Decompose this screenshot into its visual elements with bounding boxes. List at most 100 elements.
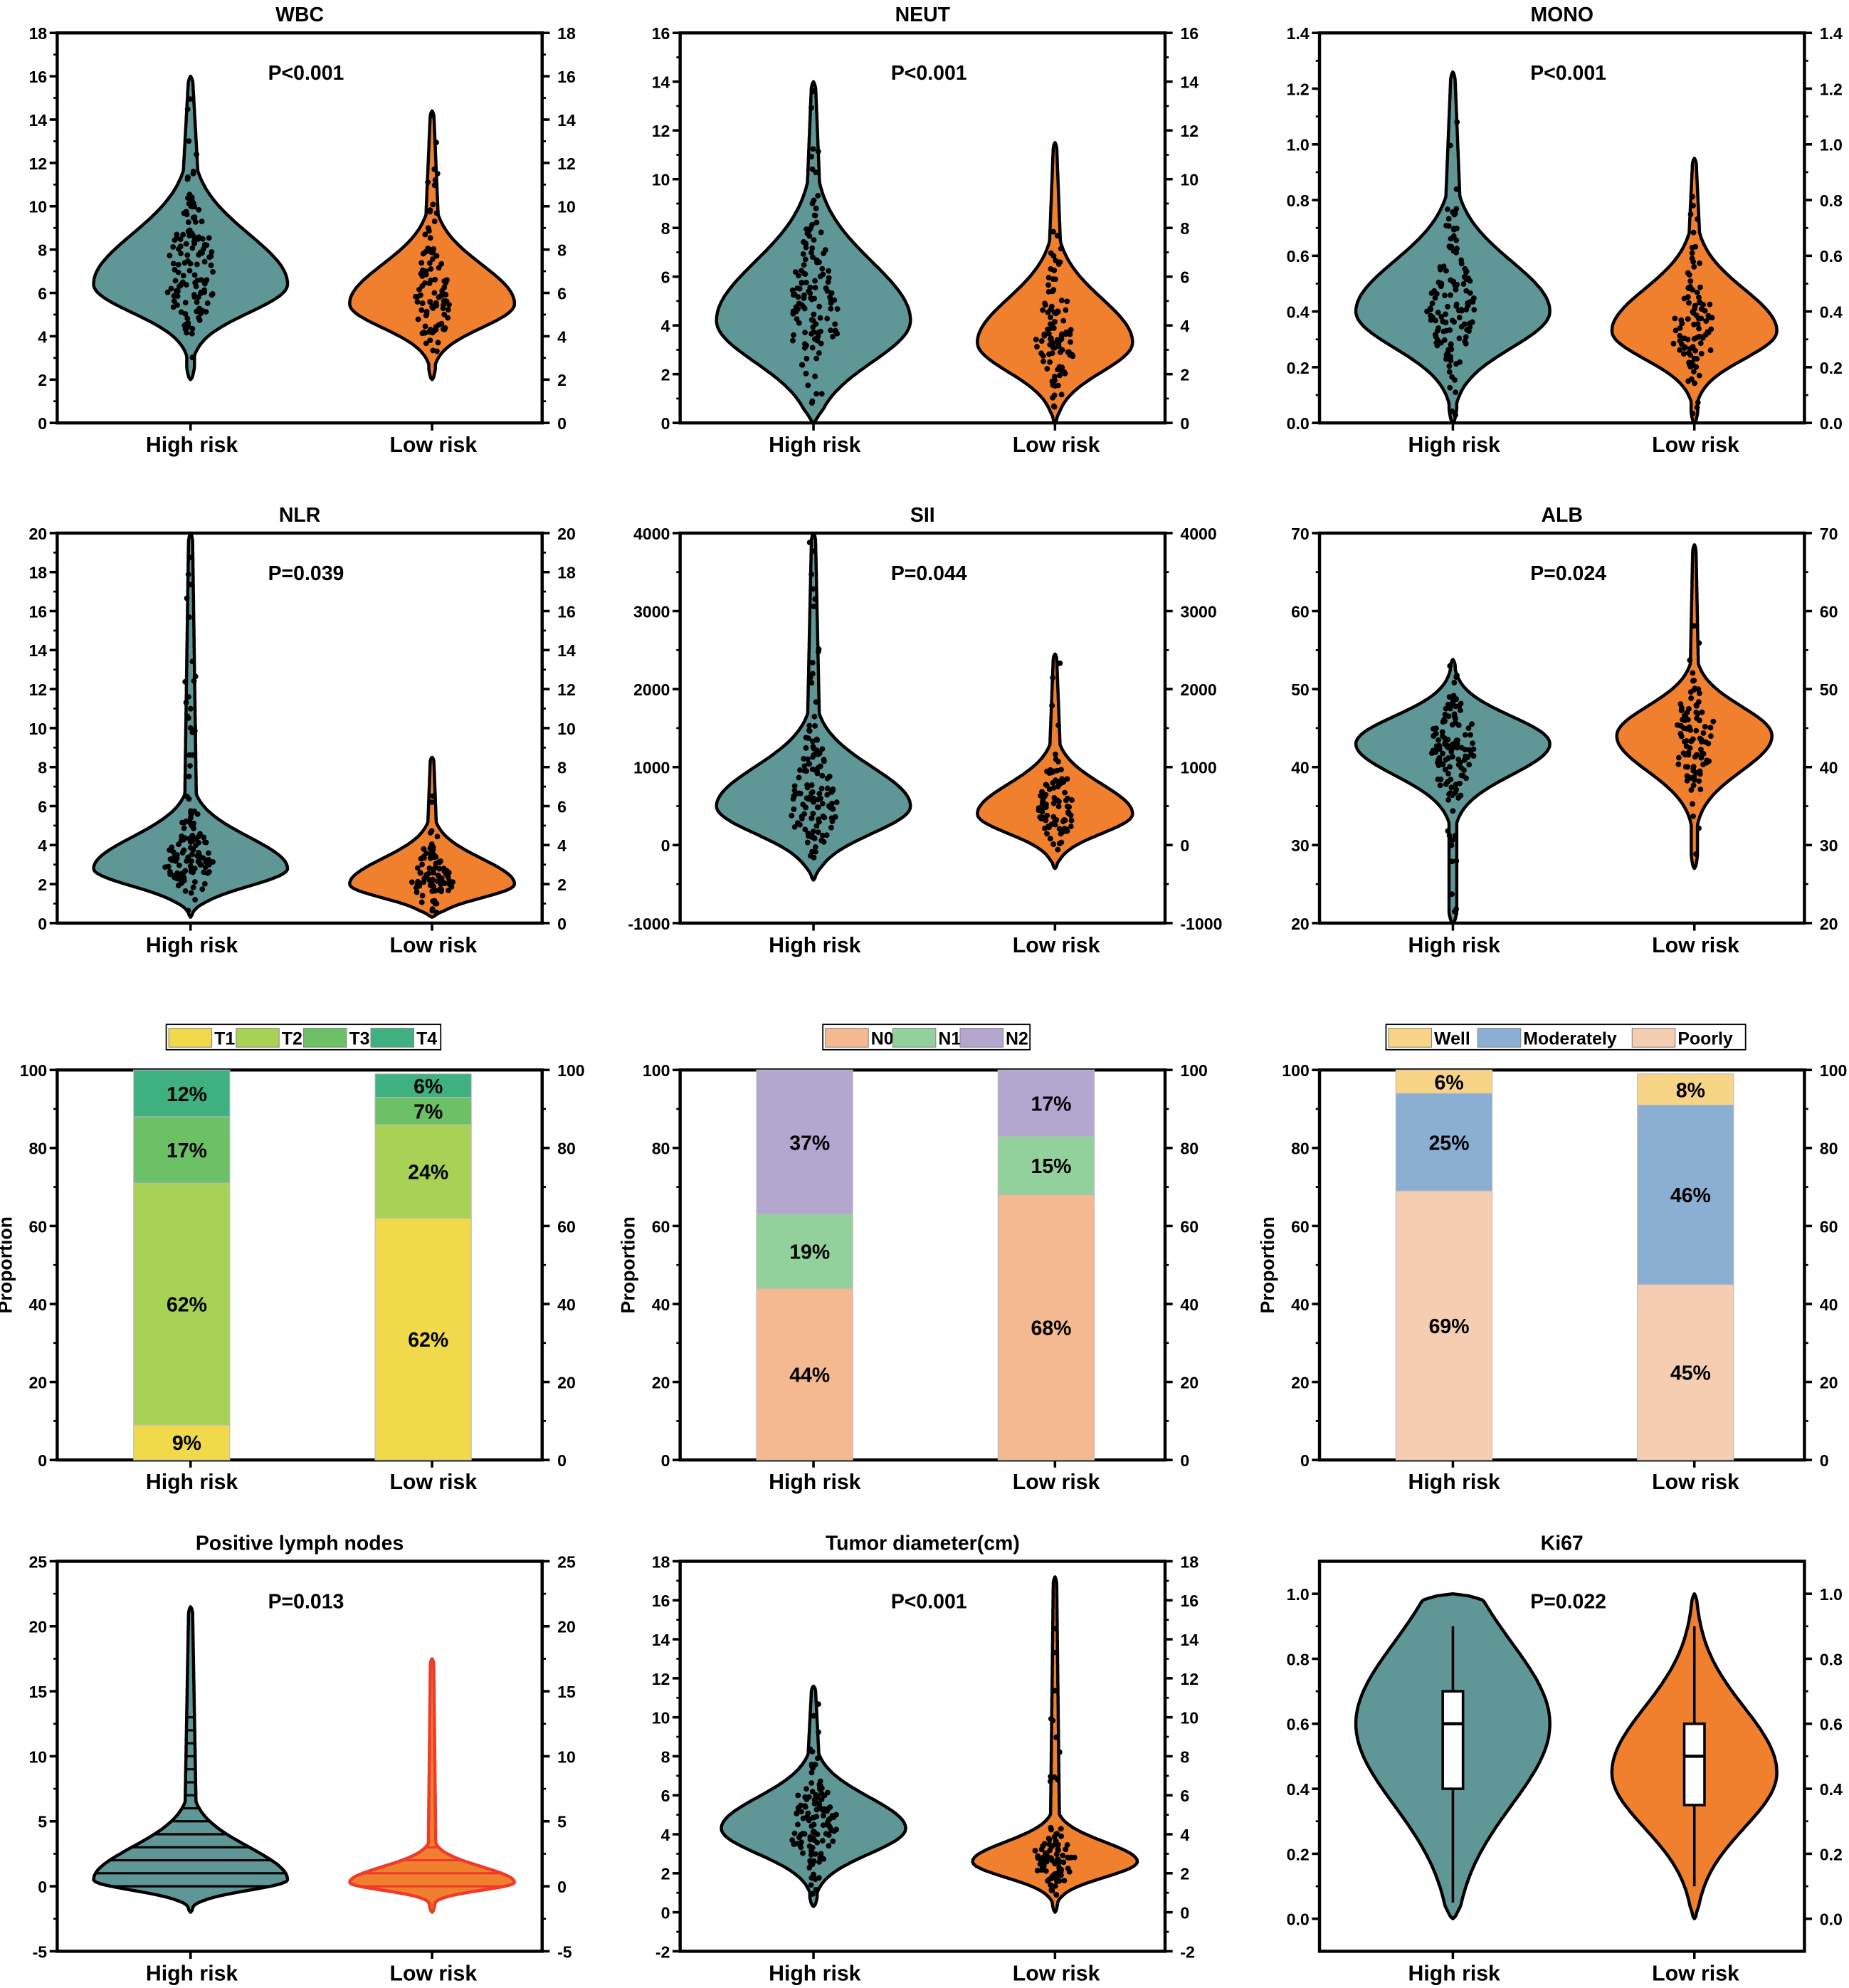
data-point — [187, 763, 193, 769]
data-point — [811, 311, 817, 317]
data-point — [1048, 314, 1053, 320]
data-point — [813, 169, 819, 176]
data-point — [185, 228, 191, 234]
data-point — [175, 288, 181, 295]
data-point — [1447, 663, 1453, 669]
y-tick-label-left: 40 — [652, 1295, 670, 1314]
data-point — [820, 1812, 826, 1819]
y-tick-label-right: 70 — [1820, 525, 1838, 543]
data-point — [1046, 1836, 1053, 1843]
y-tick-label-left: -2 — [655, 1942, 670, 1961]
data-point — [431, 219, 438, 224]
data-point — [1055, 1846, 1061, 1853]
data-point — [809, 660, 816, 666]
y-tick-label-left: 1000 — [633, 759, 670, 777]
y-tick-label-right: 14 — [1180, 1631, 1199, 1649]
data-point — [1677, 730, 1684, 737]
data-point — [192, 897, 199, 903]
data-point — [1052, 1883, 1058, 1889]
data-point — [432, 276, 438, 283]
data-point — [1058, 1872, 1064, 1878]
data-point — [813, 391, 819, 397]
data-point — [1438, 314, 1445, 320]
data-point — [1445, 743, 1451, 749]
data-point — [188, 868, 194, 875]
data-point — [438, 261, 445, 267]
data-point — [204, 300, 211, 306]
data-point — [172, 278, 179, 284]
data-point — [1055, 1861, 1061, 1867]
p-value: P<0.001 — [268, 62, 344, 85]
data-point — [1466, 747, 1473, 753]
data-point — [826, 1823, 832, 1829]
data-point — [804, 756, 811, 762]
p-value: P=0.024 — [1530, 562, 1606, 585]
data-point — [1453, 361, 1459, 367]
data-point — [1434, 337, 1440, 343]
bar-segment-well — [1395, 1069, 1493, 1094]
data-point — [413, 889, 420, 895]
chart-title: SII — [910, 504, 935, 527]
data-point — [1676, 754, 1682, 761]
data-point — [1698, 306, 1705, 312]
data-point — [199, 886, 206, 893]
data-point — [1058, 767, 1064, 773]
data-point — [180, 231, 186, 238]
data-point — [441, 302, 446, 308]
data-point — [1693, 851, 1699, 857]
data-point — [815, 192, 821, 199]
y-tick-label-right: 20 — [1180, 1373, 1199, 1392]
data-point — [1047, 359, 1053, 365]
legend-swatch-well — [1388, 1027, 1433, 1048]
data-point — [1694, 752, 1700, 758]
y-axis-label: Proportion — [618, 1216, 639, 1313]
data-point — [185, 694, 191, 700]
y-tick-label-right: 1.0 — [1820, 136, 1843, 154]
data-point — [1063, 826, 1069, 833]
data-point — [809, 345, 816, 351]
data-point — [442, 325, 448, 331]
data-point — [195, 833, 201, 840]
data-point — [1055, 309, 1061, 315]
data-point — [789, 287, 796, 293]
data-point — [1436, 737, 1442, 743]
data-point — [1050, 675, 1056, 681]
y-tick-label-right: 5 — [557, 1813, 567, 1831]
data-point — [419, 861, 426, 868]
y-tick-label-right: 12 — [557, 154, 576, 173]
data-point — [791, 824, 798, 830]
data-point — [176, 841, 181, 848]
y-tick-label-right: 0.8 — [1820, 1650, 1843, 1668]
data-point — [1034, 344, 1040, 349]
data-point — [1687, 657, 1693, 663]
data-point — [183, 241, 189, 247]
y-tick-label-left: 6 — [38, 284, 47, 303]
data-point — [178, 251, 184, 257]
data-point — [826, 803, 832, 809]
p-value: P<0.001 — [891, 1590, 967, 1613]
data-point — [191, 294, 198, 300]
bar-segment-moderately — [1395, 1093, 1493, 1192]
data-point — [1446, 369, 1453, 375]
data-point — [793, 304, 799, 310]
data-point — [811, 88, 817, 94]
x-tick-label: High risk — [1408, 1471, 1501, 1494]
chart-panel-7: 0 0 20 20 40 40 60 60 80 80 100 100 High risk Low ris… — [0, 1024, 585, 1494]
data-point — [1050, 1718, 1056, 1724]
data-point — [427, 337, 433, 344]
data-point — [1040, 307, 1046, 313]
data-point — [178, 309, 184, 315]
data-point — [1057, 372, 1063, 379]
y-tick-label-right: 3000 — [1180, 602, 1216, 621]
y-tick-label-left: 80 — [652, 1140, 670, 1158]
data-point — [1692, 303, 1698, 309]
bar-segment-n0 — [997, 1194, 1095, 1461]
bar-segment-label: 17% — [167, 1140, 207, 1162]
data-point — [1692, 685, 1698, 692]
data-point — [1457, 780, 1463, 787]
data-point — [433, 909, 440, 915]
data-point — [1692, 380, 1697, 386]
data-point — [811, 835, 817, 841]
y-tick-label-right: 20 — [1820, 915, 1838, 933]
y-tick-label-left: 0 — [38, 414, 47, 433]
